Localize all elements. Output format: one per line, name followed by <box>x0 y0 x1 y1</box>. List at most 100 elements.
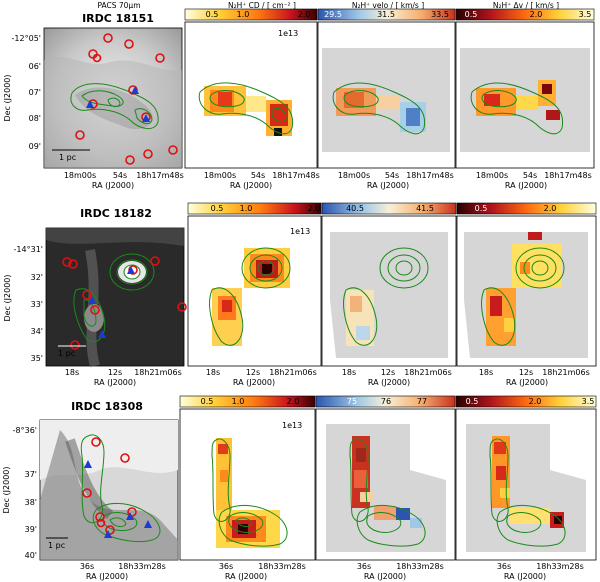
ra-tick: 18m00s <box>476 171 508 180</box>
ra-tick: 18h33m28s <box>258 562 306 571</box>
dv-contours <box>470 82 564 135</box>
ra-axis-label: RA (J2000) <box>230 181 272 190</box>
ra-tick: 18h33m28s <box>118 562 166 571</box>
pacs-panel <box>45 227 185 367</box>
dec-tick: 38' <box>25 498 37 507</box>
ra-axis-label: RA (J2000) <box>368 378 410 387</box>
scale-bar-label: 1 pc <box>48 541 65 550</box>
cd-tick: 2.0 <box>287 397 300 406</box>
ra-tick: 18s <box>206 368 220 377</box>
dv-pixels <box>486 232 562 346</box>
pacs-header: PACS 70μm <box>97 1 140 10</box>
ra-tick: 18s <box>342 368 356 377</box>
ra-tick: 18h21m06s <box>404 368 452 377</box>
dv-pixels <box>492 436 564 528</box>
dec-tick: 06' <box>29 62 41 71</box>
ra-tick: 18h21m06s <box>134 368 182 377</box>
velo-tick: 29.5 <box>324 10 342 19</box>
cd-tick: 1.0 <box>232 397 245 406</box>
cd-tick: 0.5 <box>201 397 214 406</box>
cd-multiplier: 1e13 <box>290 227 310 236</box>
row-irdc-18182: IRDC 18182 0.5 1.0 2.0 40.5 41.5 0.5 2.0 <box>3 202 597 387</box>
dv-tick: 2.0 <box>544 204 557 213</box>
velo-contours <box>343 247 429 346</box>
ra-tick: 54s <box>523 171 537 180</box>
scale-bar-label: 1 pc <box>58 349 75 358</box>
cd-multiplier: 1e13 <box>278 29 298 38</box>
protostar-markers <box>88 266 135 338</box>
dec-tick: 37' <box>25 470 37 479</box>
velo-contours <box>349 438 426 547</box>
ra-tick: 36s <box>219 562 233 571</box>
row-title: IRDC 18151 <box>82 12 154 25</box>
ra-tick: 18h21m06s <box>542 368 590 377</box>
dec-tick: 35' <box>31 354 43 363</box>
cd-tick: 2.0 <box>298 10 311 19</box>
velo-colorbar <box>321 202 457 215</box>
velo-tick: 76 <box>381 397 391 406</box>
ra-tick: 18h33m28s <box>536 562 584 571</box>
dec-tick: 07' <box>29 88 41 97</box>
dv-tick: 3.5 <box>582 397 595 406</box>
dv-contours <box>481 247 565 346</box>
source-markers <box>75 33 178 165</box>
row-title: IRDC 18182 <box>80 207 152 220</box>
ra-tick: 12s <box>519 368 533 377</box>
ra-axis-label: RA (J2000) <box>225 572 267 581</box>
ra-axis-label: RA (J2000) <box>92 181 134 190</box>
protostar-markers <box>86 86 150 122</box>
cd-contours <box>209 247 291 346</box>
protostar-markers <box>84 460 152 538</box>
ra-tick: 18h17m48s <box>272 171 320 180</box>
ra-axis-label: RA (J2000) <box>504 572 546 581</box>
dec-tick: -12°05' <box>12 34 41 43</box>
cd-tick: 1.0 <box>237 10 250 19</box>
cd-panel <box>187 215 322 367</box>
cd-header: N₂H⁺ CD / [ cm⁻² ] <box>228 1 296 10</box>
velo-tick: 31.5 <box>377 10 395 19</box>
ra-axis-label: RA (J2000) <box>364 572 406 581</box>
dv-tick: 2.0 <box>530 10 543 19</box>
ra-tick: 12s <box>246 368 260 377</box>
dv-tick: 0.5 <box>466 397 479 406</box>
ra-tick: 54s <box>113 171 127 180</box>
cd-colorbar <box>187 202 322 215</box>
cd-multiplier: 1e13 <box>282 421 302 430</box>
ra-tick: 18s <box>479 368 493 377</box>
ra-axis-label: RA (J2000) <box>367 181 409 190</box>
ra-axis-label: RA (J2000) <box>86 572 128 581</box>
cd-colorbar <box>179 395 316 408</box>
dec-tick: 40' <box>25 551 37 560</box>
velo-tick: 41.5 <box>416 204 434 213</box>
velo-tick: 77 <box>417 397 427 406</box>
dec-tick: -8°36' <box>13 426 37 435</box>
dv-tick: 2.0 <box>529 397 542 406</box>
ra-tick: 36s <box>357 562 371 571</box>
velo-contours <box>332 82 426 135</box>
ra-tick: 18h33m28s <box>396 562 444 571</box>
dec-tick: -14°31' <box>14 245 43 254</box>
velo-pixels <box>346 290 374 346</box>
velo-header: N₂H⁺ velo / [ km/s ] <box>352 1 424 10</box>
ra-tick: 18h17m48s <box>544 171 592 180</box>
cd-contours <box>211 438 288 547</box>
dv-tick: 0.5 <box>465 10 478 19</box>
ra-axis-label: RA (J2000) <box>505 181 547 190</box>
ra-axis-label: RA (J2000) <box>233 378 275 387</box>
dec-axis-label: Dec (J2000) <box>3 275 12 322</box>
cd-tick: 0.5 <box>211 204 224 213</box>
velo-tick: 40.5 <box>346 204 364 213</box>
dec-tick: 33' <box>31 300 43 309</box>
ra-axis-label: RA (J2000) <box>506 378 548 387</box>
ra-tick: 12s <box>381 368 395 377</box>
velo-pixels <box>336 88 426 132</box>
ra-tick: 54s <box>251 171 265 180</box>
ra-tick: 18m00s <box>338 171 370 180</box>
ra-tick: 12s <box>108 368 122 377</box>
ra-tick: 36s <box>80 562 94 571</box>
velo-tick: 75 <box>347 397 357 406</box>
velo-colorbar <box>315 395 456 408</box>
cd-tick: 2.0 <box>308 204 321 213</box>
dec-axis-label: Dec (J2000) <box>3 75 12 122</box>
ra-tick: 18s <box>65 368 79 377</box>
